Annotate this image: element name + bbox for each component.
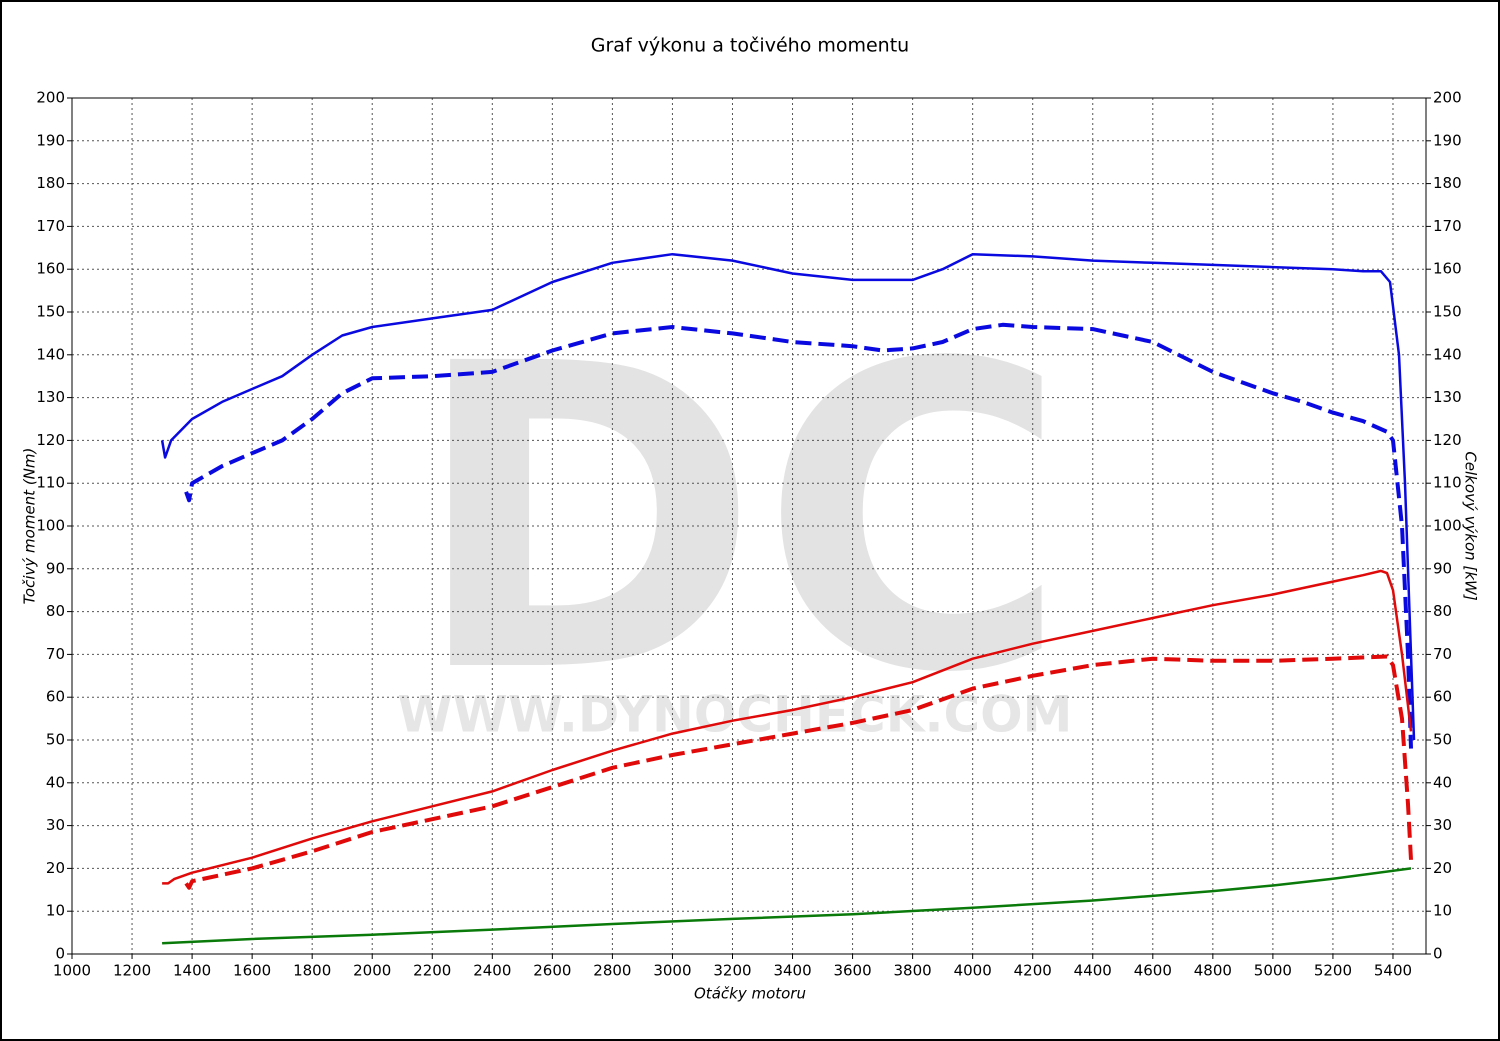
x-tick-label: 2400 — [473, 962, 511, 980]
y2-tick-label: 190 — [1433, 131, 1462, 149]
y-tick-label: 100 — [36, 517, 65, 535]
plot-border — [71, 97, 1427, 955]
y2-tick-label: 70 — [1433, 645, 1452, 663]
x-tick-label: 1800 — [293, 962, 331, 980]
x-tick-label: 4000 — [954, 962, 992, 980]
y-tick-label: 20 — [46, 859, 65, 877]
y2-tick-label: 180 — [1433, 174, 1462, 192]
x-tick-label: 1200 — [113, 962, 151, 980]
y2-tick-label: 40 — [1433, 773, 1452, 791]
chart-title: Graf výkonu a točivého momentu — [591, 35, 909, 57]
watermark: DC — [412, 276, 1069, 765]
x-tick-label: 5400 — [1374, 962, 1412, 980]
y-tick-label: 70 — [46, 645, 65, 663]
x-tick-label: 5000 — [1254, 962, 1292, 980]
y2-tick-label: 140 — [1433, 345, 1462, 363]
y-tick-label: 180 — [36, 174, 65, 192]
y-tick-label: 30 — [46, 816, 65, 834]
y2-tick-label: 110 — [1433, 474, 1462, 492]
y-tick-label: 150 — [36, 303, 65, 321]
y-tick-label: 40 — [46, 773, 65, 791]
y2-tick-label: 60 — [1433, 688, 1452, 706]
y-tick-label: 10 — [46, 902, 65, 920]
x-tick-label: 1000 — [53, 962, 91, 980]
y-tick-label: 140 — [36, 345, 65, 363]
x-tick-label: 2200 — [413, 962, 451, 980]
y-tick-label: 50 — [46, 731, 65, 749]
x-tick-label: 2000 — [353, 962, 391, 980]
x-tick-label: 3800 — [894, 962, 932, 980]
x-tick-label: 3200 — [713, 962, 751, 980]
y-tick-label: 90 — [46, 559, 65, 577]
y2-tick-label: 160 — [1433, 260, 1462, 278]
y2-tick-label: 90 — [1433, 559, 1452, 577]
y2-tick-label: 0 — [1433, 945, 1443, 963]
x-tick-label: 4200 — [1014, 962, 1052, 980]
series-line — [162, 569, 1413, 885]
y2-axis-label: Celkový výkon [kW] — [1462, 451, 1480, 601]
y2-tick-label: 200 — [1433, 89, 1462, 107]
y2-tick-label: 50 — [1433, 731, 1452, 749]
x-tick-label: 4600 — [1134, 962, 1172, 980]
y2-tick-label: 120 — [1433, 431, 1462, 449]
x-tick-label: 3000 — [653, 962, 691, 980]
y-tick-label: 80 — [46, 602, 65, 620]
x-tick-label: 2800 — [593, 962, 631, 980]
y2-tick-label: 30 — [1433, 816, 1452, 834]
y-tick-label: 120 — [36, 431, 65, 449]
y-tick-label: 200 — [36, 89, 65, 107]
series-line — [160, 252, 1416, 741]
x-tick-label: 3600 — [833, 962, 871, 980]
y2-tick-label: 170 — [1433, 217, 1462, 235]
y-axis-label: Točivý moment (Nm) — [21, 448, 39, 605]
y-tick-label: 0 — [55, 945, 65, 963]
y2-tick-label: 20 — [1433, 859, 1452, 877]
y2-tick-label: 80 — [1433, 602, 1452, 620]
y-tick-label: 130 — [36, 388, 65, 406]
series-line — [184, 322, 1413, 749]
y-tick-label: 170 — [36, 217, 65, 235]
y-tick-label: 60 — [46, 688, 65, 706]
y2-tick-label: 150 — [1433, 303, 1462, 321]
x-tick-label: 3400 — [773, 962, 811, 980]
y2-tick-label: 100 — [1433, 517, 1462, 535]
y2-tick-label: 10 — [1433, 902, 1452, 920]
y-tick-label: 160 — [36, 260, 65, 278]
x-tick-label: 4800 — [1194, 962, 1232, 980]
x-tick-label: 1400 — [173, 962, 211, 980]
y2-tick-label: 130 — [1433, 388, 1462, 406]
x-tick-label: 1600 — [233, 962, 271, 980]
series-line — [184, 654, 1413, 890]
series-line — [162, 867, 1412, 945]
y-tick-label: 190 — [36, 131, 65, 149]
x-tick-label: 4400 — [1074, 962, 1112, 980]
x-tick-label: 5200 — [1314, 962, 1352, 980]
watermark-url: WWW.DYNOCHECK.COM — [398, 686, 1073, 744]
y-tick-label: 110 — [36, 474, 65, 492]
x-axis-label: Otáčky motoru — [694, 985, 806, 1003]
x-tick-label: 2600 — [533, 962, 571, 980]
